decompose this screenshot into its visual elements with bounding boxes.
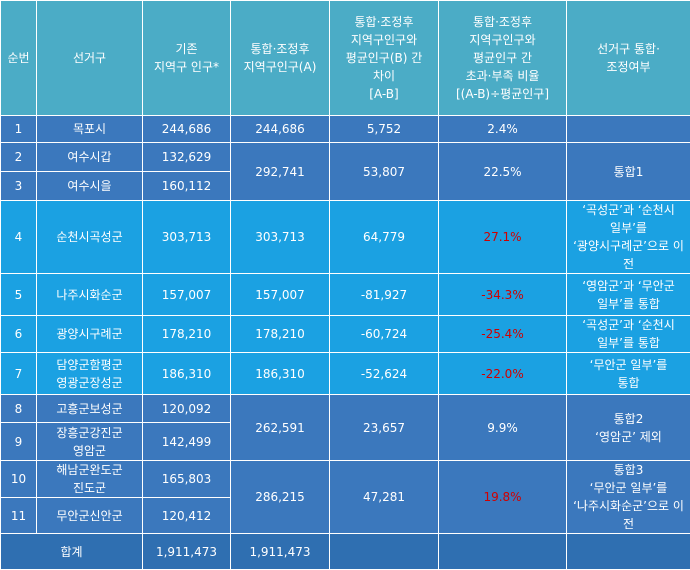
cell-pop-before: 160,112 [142, 171, 231, 201]
cell-diff: 5,752 [329, 115, 439, 143]
total-pop-before: 1,911,473 [142, 533, 231, 570]
cell-diff: 23,657 [329, 394, 439, 461]
cell-pop-before: 178,210 [142, 315, 231, 353]
table-row: 6 광양시구례군 178,210 178,210 -60,724 -25.4% … [0, 315, 690, 353]
cell-district: 순천시곡성군 [36, 200, 143, 274]
header-pop-after: 통합·조정후 지역구인구(A) [230, 0, 330, 116]
cell-pop-after: 262,591 [230, 394, 330, 461]
table-row: 7 담양군함평군 영광군장성군 186,310 186,310 -52,624 -… [0, 352, 690, 395]
cell-pop-after: 286,215 [230, 460, 330, 534]
cell-district: 고흥군보성군 [36, 394, 143, 423]
total-label: 합계 [0, 533, 143, 570]
cell-ratio: 9.9% [438, 394, 567, 461]
cell-pop-after: 244,686 [230, 115, 330, 143]
header-row: 순번 선거구 기존 지역구 인구* 통합·조정후 지역구인구(A) 통합·조정후 지역… [0, 0, 690, 116]
table-row: 10 해남군완도군 진도군 165,803 286,215 47,281 19.8… [0, 460, 690, 534]
cell-merge [566, 115, 690, 143]
table-row: 8 고흥군보성군 120,092 262,591 23,657 9.9% 통합2… [0, 394, 690, 461]
cell-no: 10 [0, 460, 37, 498]
cell-diff: 53,807 [329, 142, 439, 201]
cell-no: 11 [0, 497, 37, 534]
cell-merge: 통합1 [566, 142, 690, 201]
cell-pop-before: 120,092 [142, 394, 231, 423]
cell-no: 9 [0, 422, 37, 461]
cell-ratio: 27.1% [438, 200, 567, 274]
cell-ratio: -25.4% [438, 315, 567, 353]
cell-diff: -60,724 [329, 315, 439, 353]
cell-pop-before: 303,713 [142, 200, 231, 274]
cell-pop-before: 186,310 [142, 352, 231, 395]
cell-merge: ‘무안군 일부’를 통합 [566, 352, 690, 395]
cell-pop-after: 157,007 [230, 273, 330, 316]
cell-district: 여수시갑 [36, 142, 143, 172]
cell-diff: 64,779 [329, 200, 439, 274]
cell-merge: 통합3 ‘무안군 일부’를 ‘나주시화순군’으로 이전 [566, 460, 690, 534]
cell-pop-before: 142,499 [142, 422, 231, 461]
table-row: 3 여수시을 160,112 [0, 171, 690, 201]
cell-ratio: 19.8% [438, 460, 567, 534]
cell-no: 8 [0, 394, 37, 423]
table-row: 11 무안군신안군 120,412 [0, 497, 690, 534]
header-ratio: 통합·조정후 지역구인구와 평균인구 간 초과·부족 비율 [(A-B)÷평균인구] [438, 0, 567, 116]
total-pop-after: 1,911,473 [230, 533, 330, 570]
cell-diff: -52,624 [329, 352, 439, 395]
cell-merge: ‘영암군’과 ‘무안군 일부’를 통합 [566, 273, 690, 316]
cell-pop-before: 244,686 [142, 115, 231, 143]
cell-diff: 47,281 [329, 460, 439, 534]
cell-no: 2 [0, 142, 37, 172]
table-row: 4 순천시곡성군 303,713 303,713 64,779 27.1% ‘곡… [0, 200, 690, 274]
cell-pop-before: 132,629 [142, 142, 231, 172]
header-district: 선거구 [36, 0, 143, 116]
table-row: 2 여수시갑 132,629 292,741 53,807 22.5% 통합1 [0, 142, 690, 201]
cell-district: 목포시 [36, 115, 143, 143]
table-row: 5 나주시화순군 157,007 157,007 -81,927 -34.3% … [0, 273, 690, 316]
header-merge: 선거구 통합· 조정여부 [566, 0, 690, 116]
header-diff: 통합·조정후 지역구인구와 평균인구(B) 간 차이 [A-B] [329, 0, 439, 116]
total-merge [566, 533, 690, 570]
cell-pop-after: 292,741 [230, 142, 330, 201]
total-ratio [438, 533, 567, 570]
cell-merge: ‘곡성군’과 ‘순천시 일부’를 ‘광양시구례군’으로 이전 [566, 200, 690, 274]
cell-district: 광양시구례군 [36, 315, 143, 353]
table-row: 1 목포시 244,686 244,686 5,752 2.4% [0, 115, 690, 143]
header-pop-before: 기존 지역구 인구* [142, 0, 231, 116]
cell-no: 3 [0, 171, 37, 201]
cell-diff: -81,927 [329, 273, 439, 316]
cell-district: 장흥군강진군 영암군 [36, 422, 143, 461]
cell-pop-before: 157,007 [142, 273, 231, 316]
cell-merge: 통합2 ‘영암군’ 제외 [566, 394, 690, 461]
cell-ratio: -22.0% [438, 352, 567, 395]
cell-ratio: 2.4% [438, 115, 567, 143]
cell-pop-before: 165,803 [142, 460, 231, 498]
cell-no: 1 [0, 115, 37, 143]
cell-district: 무안군신안군 [36, 497, 143, 534]
cell-district: 담양군함평군 영광군장성군 [36, 352, 143, 395]
cell-no: 6 [0, 315, 37, 353]
total-diff [329, 533, 439, 570]
table-row: 9 장흥군강진군 영암군 142,499 [0, 422, 690, 461]
cell-district: 여수시을 [36, 171, 143, 201]
total-row: 합계 1,911,473 1,911,473 [0, 533, 690, 570]
cell-no: 4 [0, 200, 37, 274]
cell-pop-after: 303,713 [230, 200, 330, 274]
cell-pop-after: 186,310 [230, 352, 330, 395]
cell-no: 7 [0, 352, 37, 395]
cell-ratio: 22.5% [438, 142, 567, 201]
cell-district: 해남군완도군 진도군 [36, 460, 143, 498]
cell-pop-before: 120,412 [142, 497, 231, 534]
cell-ratio: -34.3% [438, 273, 567, 316]
cell-district: 나주시화순군 [36, 273, 143, 316]
cell-pop-after: 178,210 [230, 315, 330, 353]
header-no: 순번 [0, 0, 37, 116]
cell-no: 5 [0, 273, 37, 316]
cell-merge: ‘곡성군’과 ‘순천시 일부’를 통합 [566, 315, 690, 353]
